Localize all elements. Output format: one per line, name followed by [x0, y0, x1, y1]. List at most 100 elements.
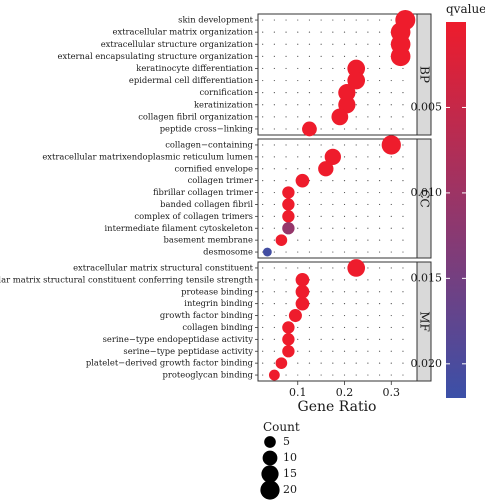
grid-dot [262, 239, 264, 241]
term-label: proteoglycan binding [162, 370, 253, 380]
grid-dot [355, 43, 357, 45]
grid-dot [390, 326, 392, 329]
grid-dot [355, 215, 357, 217]
grid-dot [262, 79, 264, 82]
grid-dot [308, 203, 311, 206]
grid-dot [402, 314, 404, 317]
grid-dot [273, 180, 275, 182]
grid-dot [308, 350, 311, 352]
grid-dot [297, 55, 299, 57]
grid-dot [378, 116, 381, 118]
grid-dot [355, 326, 357, 329]
grid-dot [367, 215, 369, 217]
grid-dot [320, 350, 322, 352]
grid-dot [332, 350, 334, 352]
grid-dot [332, 144, 334, 146]
grid-dot [390, 239, 392, 241]
grid-dot [343, 314, 346, 317]
grid-dot [308, 326, 311, 329]
grid-dot [332, 31, 334, 33]
grid-dot [262, 55, 264, 57]
grid-dot [285, 104, 287, 106]
grid-dot [285, 267, 287, 269]
data-point [282, 333, 295, 346]
grid-dot [332, 104, 334, 106]
grid-dot [355, 156, 357, 158]
x-tick-label: 0.2 [336, 386, 354, 399]
term-label: cornified envelope [175, 163, 253, 173]
data-point [282, 198, 295, 211]
term-label: growth factor binding [160, 310, 254, 320]
facet-label: BP [418, 66, 432, 83]
data-point [282, 222, 295, 235]
grid-dot [273, 279, 275, 281]
grid-dot [273, 362, 275, 364]
grid-dot [367, 374, 369, 376]
grid-dot [343, 251, 346, 253]
grid-dot [367, 251, 369, 253]
grid-dot [378, 374, 381, 376]
grid-dot [355, 203, 357, 206]
grid-dot [378, 191, 381, 194]
grid-dot [402, 267, 404, 269]
grid-dot [320, 227, 322, 229]
grid-dot [285, 168, 287, 170]
grid-dot [308, 55, 311, 57]
grid-dot [378, 104, 381, 106]
grid-dot [262, 191, 264, 194]
grid-dot [402, 128, 404, 130]
grid-dot [273, 19, 275, 21]
term-label: external encapsulating structure organiz… [58, 51, 254, 61]
grid-dot [378, 55, 381, 57]
grid-dot [320, 144, 322, 146]
grid-dot [402, 168, 404, 170]
grid-dot [378, 303, 381, 305]
count-legend-label: 15 [283, 467, 297, 480]
grid-dot [402, 191, 404, 194]
grid-dot [297, 144, 299, 146]
term-label: platelet−derived growth factor binding [86, 358, 254, 368]
grid-dot [332, 279, 334, 281]
colorbar-tick-label: 0.015 [411, 271, 443, 284]
grid-dot [320, 251, 322, 253]
grid-dot [367, 31, 369, 33]
grid-dot [262, 128, 264, 130]
grid-dot [402, 79, 404, 82]
grid-dot [308, 227, 311, 229]
grid-dot [273, 314, 275, 317]
grid-dot [343, 239, 346, 241]
grid-dot [378, 79, 381, 82]
grid-dot [355, 303, 357, 305]
grid-dot [402, 92, 404, 94]
data-point [331, 108, 349, 126]
grid-dot [332, 251, 334, 253]
grid-dot [320, 374, 322, 376]
grid-dot [320, 191, 322, 194]
grid-dot [332, 326, 334, 329]
grid-dot [355, 104, 357, 106]
data-point [282, 186, 295, 199]
grid-dot [273, 338, 275, 340]
grid-dot [285, 180, 287, 182]
grid-dot [355, 144, 357, 146]
grid-dot [297, 215, 299, 217]
grid-dot [355, 350, 357, 352]
grid-dot [262, 227, 264, 229]
grid-dot [273, 55, 275, 57]
grid-dot [390, 291, 392, 293]
grid-dot [343, 180, 346, 182]
grid-dot [273, 144, 275, 146]
data-point [295, 173, 310, 188]
grid-dot [273, 156, 275, 158]
grid-dot [332, 239, 334, 241]
grid-dot [367, 227, 369, 229]
grid-dot [273, 31, 275, 33]
grid-dot [367, 55, 369, 57]
grid-dot [367, 19, 369, 21]
grid-dot [262, 203, 264, 206]
count-legend-dot [262, 450, 278, 466]
grid-dot [262, 168, 264, 170]
grid-dot [262, 279, 264, 281]
grid-dot [367, 203, 369, 206]
grid-dot [390, 350, 392, 352]
